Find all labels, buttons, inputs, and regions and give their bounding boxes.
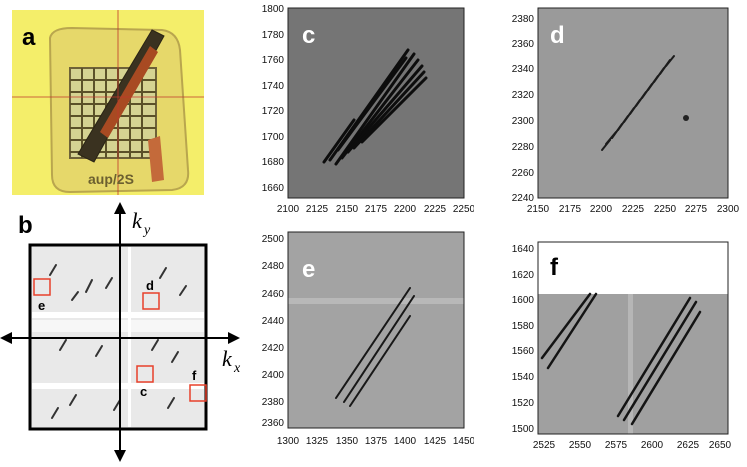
tick-label: 2460 [262, 289, 285, 300]
tick-label: 1600 [512, 295, 535, 306]
tick-label: 2225 [424, 204, 447, 215]
tick-label: 2100 [277, 204, 300, 215]
tick-label: 2380 [262, 397, 285, 408]
panel-e-plot: 1300 1325 1350 1375 1400 1425 1450 2500 … [262, 231, 476, 447]
panel-e: 1300 1325 1350 1375 1400 1425 1450 2500 … [254, 228, 476, 462]
tick-label: 2360 [512, 39, 535, 50]
panel-c-y-ticks: 1800 1780 1760 1740 1720 1700 1680 1660 [262, 4, 285, 194]
tick-label: 2380 [512, 14, 535, 25]
tick-label: 2650 [709, 440, 732, 451]
tick-label: 1500 [512, 424, 535, 435]
box-d [142, 292, 160, 310]
ky-subscript: y [142, 223, 151, 238]
panel-d-x-ticks: 2150 2175 2200 2225 2250 2275 2300 [527, 204, 740, 215]
tick-label: 2600 [641, 440, 664, 451]
tick-label: 2250 [453, 204, 474, 215]
tick-label: 1450 [453, 436, 474, 447]
tick-label: 2260 [512, 168, 535, 179]
tick-label: 2200 [590, 204, 613, 215]
tick-label: 2300 [512, 116, 535, 127]
box-label-f: f [192, 368, 197, 383]
panel-b-diagram: k y k x e d c f [0, 202, 241, 462]
tick-label: 2225 [622, 204, 645, 215]
box-e [33, 278, 51, 296]
panel-a: aup/2S a [12, 10, 204, 195]
tick-label: 2240 [512, 193, 535, 204]
tick-label: 2175 [559, 204, 582, 215]
tick-label: 1560 [512, 346, 535, 357]
box-label-e: e [38, 298, 45, 313]
tick-label: 1680 [262, 157, 285, 168]
tick-label: 2340 [512, 64, 535, 75]
panel-f-y-ticks: 1640 1620 1600 1580 1560 1540 1520 1500 [512, 244, 535, 435]
tick-label: 1740 [262, 81, 285, 92]
tick-label: 2360 [262, 418, 285, 429]
tick-label: 1300 [277, 436, 300, 447]
panel-d-y-ticks: 2380 2360 2340 2320 2300 2280 2260 2240 [512, 14, 535, 204]
tick-label: 2125 [306, 204, 329, 215]
tick-label: 1620 [512, 270, 535, 281]
kx-label: k [222, 346, 233, 371]
kx-subscript: x [233, 361, 241, 376]
ky-label: k [132, 208, 143, 233]
tick-label: 2575 [605, 440, 628, 451]
tick-label: 2200 [394, 204, 417, 215]
tick-label: 2440 [262, 316, 285, 327]
panel-e-label: e [302, 256, 316, 283]
tick-label: 1375 [365, 436, 388, 447]
tick-label: 1760 [262, 55, 285, 66]
tick-label: 1325 [306, 436, 329, 447]
panel-d: 2150 2175 2200 2225 2250 2275 2300 2380 … [494, 0, 744, 222]
panel-f-plot: 2525 2550 2575 2600 2625 2650 1640 1620 … [512, 241, 732, 451]
tick-label: 2150 [527, 204, 550, 215]
tick-label: 2500 [262, 234, 285, 245]
panel-c-plot: 2100 2125 2150 2175 2200 2225 2250 1800 … [262, 4, 476, 215]
tick-label: 1425 [424, 436, 447, 447]
tick-label: 2320 [512, 90, 535, 101]
tick-label: 2300 [717, 204, 740, 215]
tick-label: 1800 [262, 4, 285, 15]
box-c [136, 365, 154, 383]
tick-label: 1540 [512, 372, 535, 383]
tick-label: 2280 [512, 142, 535, 153]
tick-label: 1640 [512, 244, 535, 255]
tick-label: 2150 [336, 204, 359, 215]
tick-label: 2250 [654, 204, 677, 215]
tick-label: 1700 [262, 132, 285, 143]
tick-label: 2175 [365, 204, 388, 215]
tick-label: 1720 [262, 106, 285, 117]
panel-f-label: f [550, 254, 558, 281]
tick-label: 1580 [512, 321, 535, 332]
panel-f: 2525 2550 2575 2600 2625 2650 1640 1620 … [494, 236, 744, 462]
tick-label: 1350 [336, 436, 359, 447]
panel-e-y-ticks: 2500 2480 2460 2440 2420 2400 2380 2360 [262, 234, 285, 429]
panel-a-stamp: aup/2S [88, 171, 134, 187]
box-label-d: d [146, 278, 154, 293]
box-label-c: c [140, 384, 147, 399]
panel-d-plot: 2150 2175 2200 2225 2250 2275 2300 2380 … [512, 7, 740, 215]
panel-e-x-ticks: 1300 1325 1350 1375 1400 1425 1450 [277, 436, 476, 447]
panel-c: 2100 2125 2150 2175 2200 2225 2250 1800 … [254, 0, 476, 222]
tick-label: 2625 [677, 440, 700, 451]
panel-c-label: c [302, 22, 316, 49]
panel-a-label: a [22, 24, 36, 51]
tick-label: 2550 [569, 440, 592, 451]
tick-label: 1660 [262, 183, 285, 194]
tick-label: 2480 [262, 261, 285, 272]
panel-a-image: aup/2S [12, 10, 204, 195]
panel-b-label: b [18, 212, 33, 239]
tick-label: 1400 [394, 436, 417, 447]
box-f [189, 384, 207, 402]
tick-label: 2275 [685, 204, 708, 215]
panel-f-x-ticks: 2525 2550 2575 2600 2625 2650 [533, 440, 732, 451]
tick-label: 2525 [533, 440, 556, 451]
tick-label: 1780 [262, 30, 285, 41]
tick-label: 2400 [262, 370, 285, 381]
tick-label: 2420 [262, 343, 285, 354]
tick-label: 1520 [512, 398, 535, 409]
panel-c-x-ticks: 2100 2125 2150 2175 2200 2225 2250 [277, 204, 476, 215]
panel-b: k y k x e d c f b [0, 200, 250, 462]
panel-d-label: d [550, 22, 565, 49]
